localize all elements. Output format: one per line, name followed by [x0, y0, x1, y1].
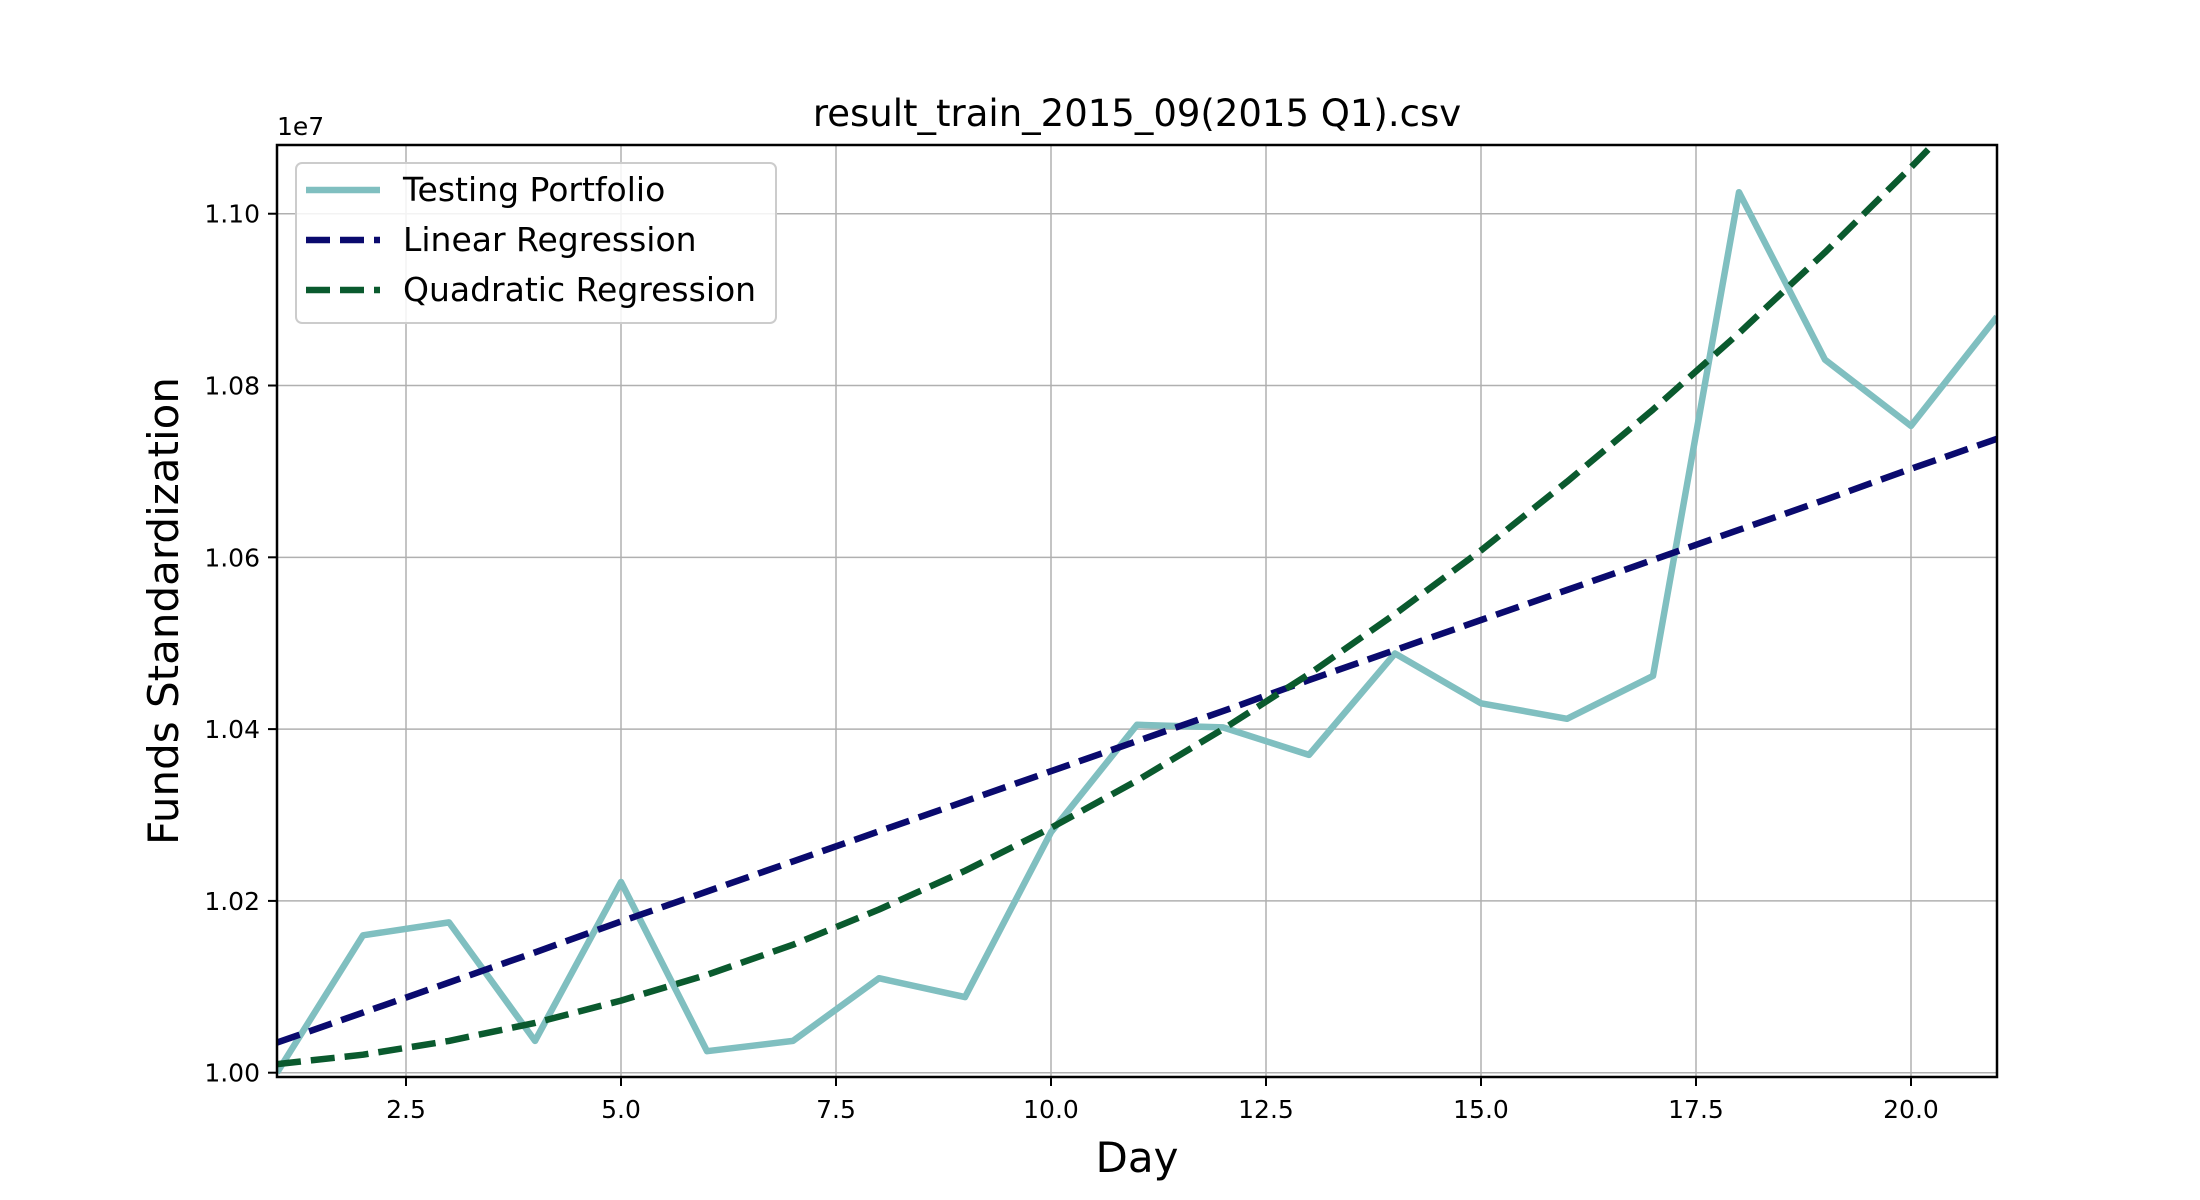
x-tick-label: 2.5: [386, 1095, 426, 1124]
grid: [277, 145, 1997, 1077]
legend-label-quadratic: Quadratic Regression: [403, 270, 756, 309]
x-tick-label: 20.0: [1883, 1095, 1939, 1124]
x-tick-label: 5.0: [601, 1095, 641, 1124]
y-tick-label: 1.06: [204, 543, 260, 572]
x-axis-label: Day: [1096, 1133, 1179, 1182]
y-tick-label: 1.04: [204, 715, 260, 744]
y-tick-label: 1.00: [204, 1059, 260, 1088]
series-layer: [277, 145, 1997, 1075]
quadratic-regression-line: [277, 145, 1937, 1068]
y-tick-label: 1.08: [204, 372, 260, 401]
y-tick-label: 1.02: [204, 887, 260, 916]
x-tick-label: 17.5: [1668, 1095, 1724, 1124]
legend-box: [295, 162, 777, 324]
x-tick-label: 12.5: [1238, 1095, 1294, 1124]
legend-label-testing: Testing Portfolio: [402, 170, 665, 209]
legend-label-linear: Linear Regression: [403, 220, 697, 259]
x-tick-label: 15.0: [1453, 1095, 1509, 1124]
legend: Testing Portfolio Linear Regression Quad…: [295, 162, 777, 324]
y-offset-label: 1e7: [277, 112, 324, 141]
chart-title: result_train_2015_09(2015 Q1).csv: [813, 92, 1461, 135]
linear-regression-line: [277, 435, 1997, 1046]
x-tick-label: 10.0: [1023, 1095, 1079, 1124]
ticks: 2.5 5.0 7.5 10.0 12.5 15.0 17.5 20.0 1.00 1.02 1.0…: [204, 200, 1939, 1124]
x-tick-label: 7.5: [816, 1095, 856, 1124]
y-axis-label: Funds Standardization: [139, 377, 188, 845]
testing-portfolio-line: [277, 188, 1997, 1075]
plot-frame: [275, 143, 1999, 1079]
y-tick-label: 1.10: [204, 200, 260, 229]
